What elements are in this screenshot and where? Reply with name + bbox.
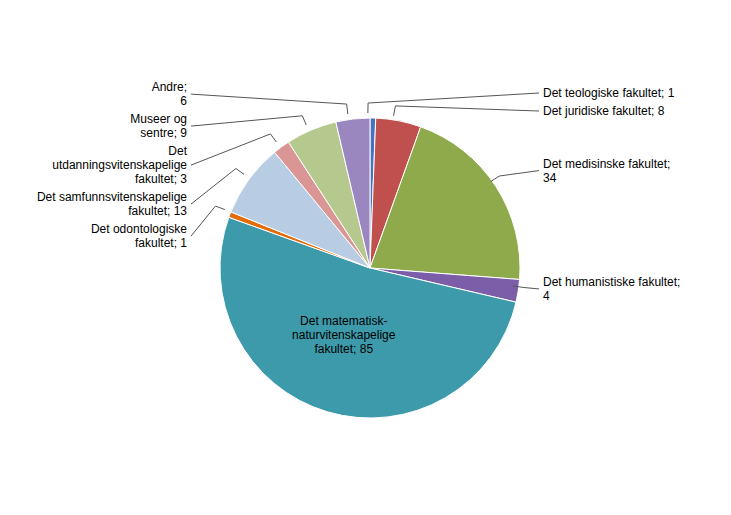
- svg-text:Det juridiske fakultet; 8: Det juridiske fakultet; 8: [543, 104, 665, 118]
- svg-text:Det matematisk-naturvitenskape: Det matematisk-naturvitenskapeligefakult…: [292, 314, 396, 356]
- svg-text:Det medisinske fakultet;34: Det medisinske fakultet;34: [543, 157, 670, 185]
- svg-text:Det odontologiskefakultet; 1: Det odontologiskefakultet; 1: [91, 222, 187, 250]
- svg-text:Museer ogsentre; 9: Museer ogsentre; 9: [130, 112, 187, 140]
- svg-text:Det teologiske fakultet; 1: Det teologiske fakultet; 1: [543, 86, 675, 100]
- svg-text:Detutdanningsvitenskapeligefak: Detutdanningsvitenskapeligefakultet; 3: [52, 144, 187, 186]
- svg-text:Det humanistiske fakultet;4: Det humanistiske fakultet;4: [543, 275, 680, 303]
- svg-text:Det samfunnsvitenskapeligefaku: Det samfunnsvitenskapeligefakultet; 13: [37, 190, 187, 218]
- svg-text:Andre;6: Andre;6: [152, 80, 188, 108]
